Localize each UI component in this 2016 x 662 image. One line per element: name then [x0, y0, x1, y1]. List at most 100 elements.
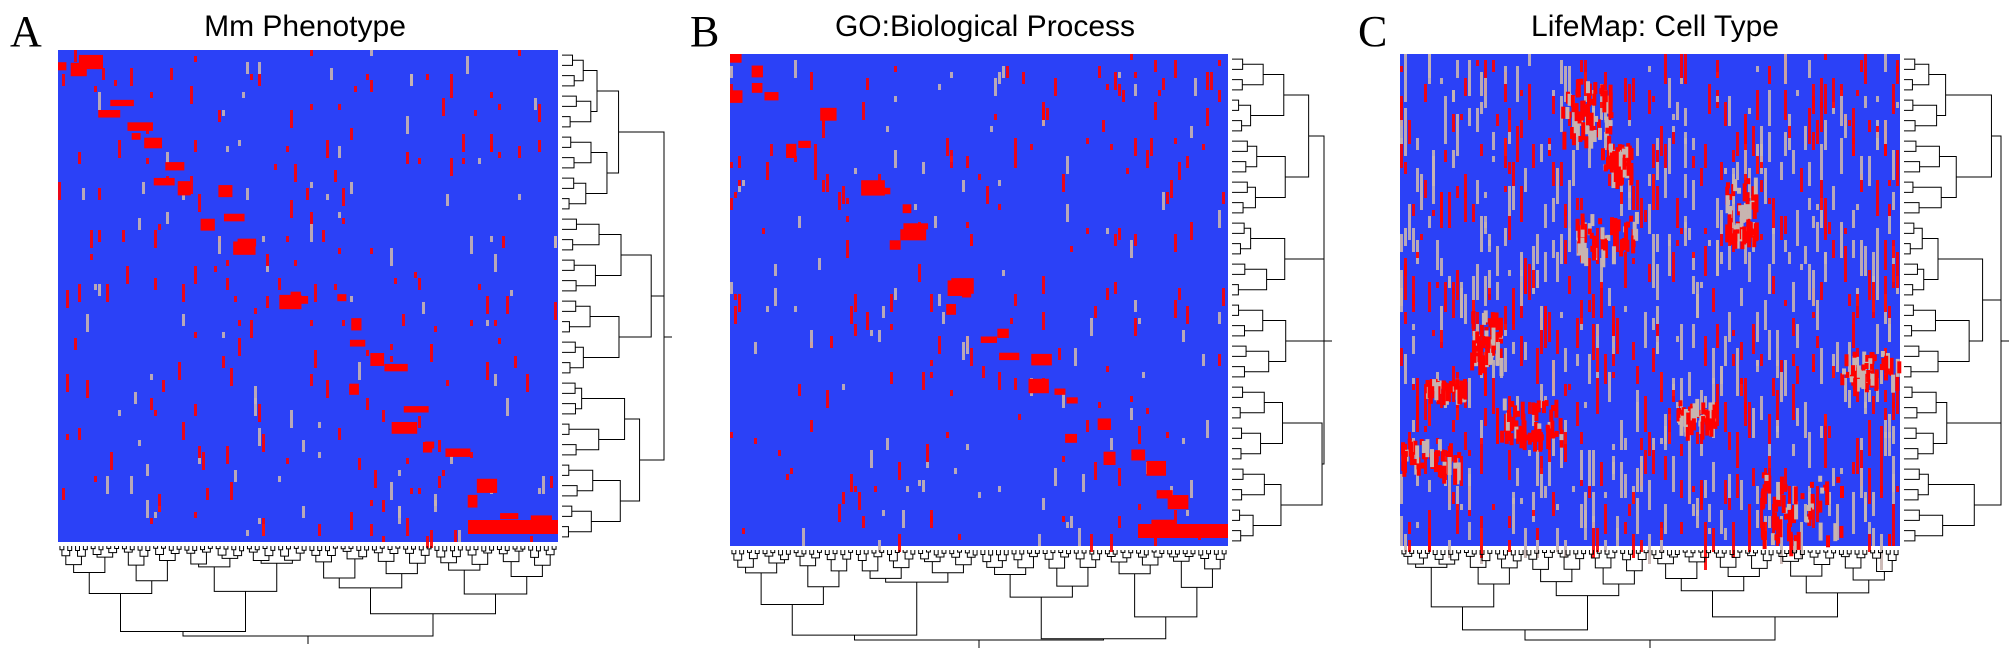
heatmap-cell	[886, 438, 889, 450]
column-dendrogram-branch	[543, 546, 549, 551]
column-dendrogram-branch	[450, 546, 455, 552]
heatmap-block	[961, 283, 972, 298]
heatmap-cell	[1824, 414, 1827, 444]
heatmap-cell	[1535, 435, 1540, 442]
heatmap-cell	[1652, 276, 1655, 288]
panel-letter-a: A	[10, 7, 42, 56]
heatmap-cell	[1428, 510, 1431, 540]
column-dendrogram-branch	[198, 558, 231, 568]
heatmap-cell	[1876, 276, 1879, 300]
column-dendrogram-branch	[994, 567, 1027, 576]
heatmap-cell	[1444, 96, 1447, 108]
heatmap-cell	[154, 230, 157, 248]
heatmap-cell	[1844, 114, 1847, 138]
column-dendrogram-branch	[286, 546, 291, 550]
heatmap-cell	[1550, 420, 1555, 439]
heatmap-cell	[102, 68, 105, 80]
heatmap-cell	[1580, 504, 1583, 528]
column-dendrogram-branch	[1174, 550, 1180, 555]
heatmap-cell	[1424, 84, 1427, 102]
heatmap-cell	[1652, 96, 1655, 102]
heatmap-cell	[1598, 127, 1603, 140]
row-dendrogram-branch	[639, 214, 665, 461]
heatmap-cell	[1872, 355, 1877, 362]
heatmap-cell	[1824, 252, 1827, 282]
heatmap-cell	[1776, 537, 1781, 544]
row-dendrogram-branch	[1232, 345, 1247, 357]
heatmap-cell	[1604, 72, 1607, 102]
heatmap-cell	[1516, 396, 1519, 414]
heatmap-cell	[1608, 122, 1613, 135]
heatmap-cell	[1568, 114, 1571, 126]
column-dendrogram-branch	[1893, 550, 1899, 556]
column-dendrogram-branch	[1844, 556, 1862, 569]
heatmap-cell	[450, 452, 453, 464]
heatmap-cell	[1714, 402, 1719, 415]
heatmap-cell	[1681, 409, 1686, 416]
heatmap-cell	[1178, 288, 1181, 300]
column-dendrogram-branch	[817, 550, 822, 553]
column-dendrogram-branch	[481, 546, 487, 552]
heatmap-cell	[1824, 120, 1827, 150]
heatmap-cell	[1840, 90, 1843, 126]
heatmap-cell	[1864, 374, 1869, 393]
heatmap-cell	[1014, 138, 1017, 156]
column-dendrogram-branch	[1112, 550, 1118, 555]
row-dendrogram-branch	[1915, 145, 1940, 168]
heatmap-cell	[382, 500, 385, 512]
heatmap-cell	[1600, 462, 1603, 486]
heatmap-cell	[1805, 516, 1810, 523]
heatmap-cell	[1845, 371, 1850, 378]
heatmap-cell	[1852, 351, 1857, 358]
heatmap-cell	[1575, 118, 1580, 137]
heatmap-cell	[1520, 90, 1523, 96]
heatmap-cell	[1743, 202, 1748, 221]
heatmap-cell	[1492, 360, 1495, 378]
heatmap-cell	[814, 144, 817, 162]
heatmap-cell	[1484, 372, 1487, 396]
heatmap-cell	[1849, 376, 1854, 383]
heatmap-cell	[1568, 210, 1571, 240]
heatmap-cell	[1808, 432, 1811, 468]
heatmap-cell	[1134, 72, 1137, 78]
heatmap-cell	[1402, 458, 1407, 477]
heatmap-cell	[1848, 294, 1851, 306]
heatmap-cell	[1852, 492, 1855, 498]
heatmap-cell	[370, 50, 373, 56]
row-dendrogram-branch	[570, 100, 592, 123]
heatmap-cell	[854, 486, 857, 492]
heatmap-cell	[446, 194, 449, 206]
heatmap-cell	[1513, 405, 1518, 418]
heatmap-cell	[1609, 112, 1614, 119]
heatmap-cell	[246, 188, 249, 200]
heatmap-cell	[1452, 288, 1455, 294]
heatmap-cell	[1202, 354, 1205, 366]
heatmap-cell	[1872, 396, 1875, 414]
heatmap-cell	[290, 410, 293, 428]
heatmap-cell	[494, 374, 497, 386]
column-dendrogram-branch	[791, 582, 918, 636]
column-dendrogram-branch	[137, 546, 143, 551]
heatmap-cell	[1445, 451, 1450, 458]
row-dendrogram-branch	[1260, 402, 1283, 444]
heatmap-cell	[1891, 374, 1896, 393]
column-dendrogram-branch	[1153, 552, 1163, 558]
row-dendrogram-branch	[1232, 386, 1244, 398]
heatmap-cell	[1739, 216, 1744, 229]
heatmap-cell	[1471, 340, 1476, 353]
heatmap-cell	[1807, 513, 1812, 526]
heatmap-cell	[1585, 107, 1590, 126]
heatmap-cell	[1880, 486, 1883, 492]
heatmap-cell	[1668, 240, 1671, 276]
heatmap-cell	[1692, 324, 1695, 348]
heatmap-cell	[266, 296, 269, 308]
heatmap-cell	[1690, 408, 1695, 421]
heatmap-cell	[1620, 462, 1623, 498]
heatmap-cell	[1608, 92, 1613, 111]
heatmap-cell	[1788, 508, 1793, 527]
heatmap-cell	[794, 306, 797, 312]
heatmap-cell	[1864, 492, 1867, 522]
heatmap-cell	[1644, 210, 1647, 222]
heatmap-cell	[1556, 252, 1559, 282]
column-dendrogram-branch	[284, 553, 301, 561]
